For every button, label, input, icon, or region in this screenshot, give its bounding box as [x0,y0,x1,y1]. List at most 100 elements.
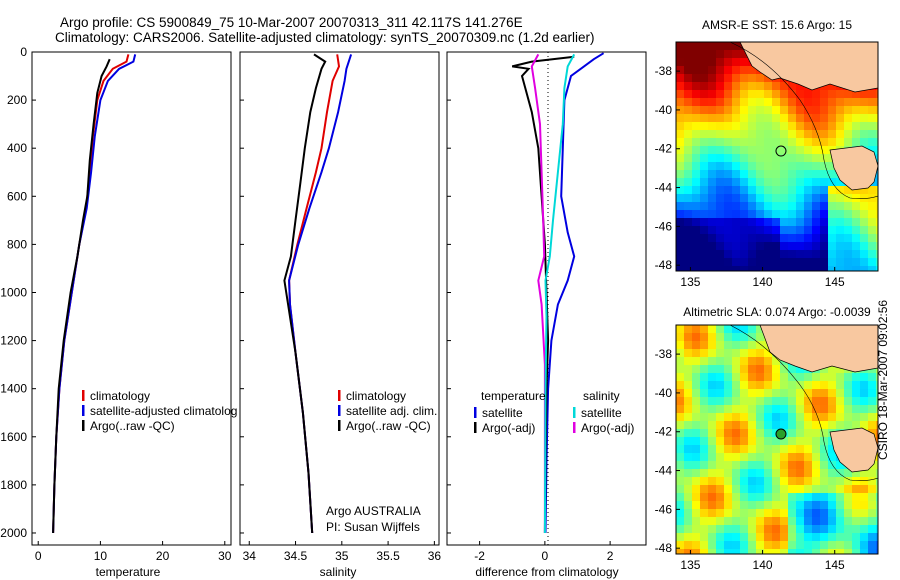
sla-cell [804,461,812,469]
sst-cell [764,234,772,242]
y-tick-label: 1600 [0,430,27,444]
sst-cell [724,154,732,162]
legend-swatch [474,407,477,418]
sst-cell [860,194,868,202]
sst-cell [852,234,860,242]
sst-cell [820,170,828,178]
sst-cell [676,170,684,178]
sst-cell [788,266,796,271]
sst-cell [804,170,812,178]
sla-cell [716,333,724,341]
sst-cell [796,226,804,234]
sla-cell [812,381,820,389]
sla-cell [820,373,828,381]
sst-cell [700,98,708,106]
sla-cell [740,365,748,373]
series-line-1 [511,55,575,534]
sla-cell [692,461,700,469]
sla-cell [724,485,732,493]
sst-cell [724,66,732,74]
sla-cell [772,477,780,485]
sst-cell [700,210,708,218]
sla-cell [732,453,740,461]
sla-cell [676,509,684,517]
map-y-tick-label: -48 [655,258,673,272]
sst-cell [836,98,844,106]
sla-cell [732,405,740,413]
sla-cell [812,533,820,541]
sla-cell [852,493,860,501]
sla-cell [772,413,780,421]
sst-cell [796,210,804,218]
sla-cell [708,357,716,365]
sst-cell [868,114,876,122]
sst-cell [748,106,756,114]
sla-cell [692,533,700,541]
sla-cell [812,429,820,437]
sla-cell [748,341,756,349]
sla-cell [708,445,716,453]
sla-cell [684,509,692,517]
sla-cell [756,445,764,453]
sla-cell [676,493,684,501]
sst-cell [692,50,700,58]
sst-cell [812,130,820,138]
sla-cell [764,437,772,445]
sla-cell [724,541,732,549]
sla-cell [796,533,804,541]
sla-cell [740,341,748,349]
sst-cell [796,146,804,154]
sla-cell [748,389,756,397]
sst-cell [748,194,756,202]
sst-cell [700,186,708,194]
sst-cell [852,114,860,122]
sst-cell [868,218,876,226]
sla-cell [844,517,852,525]
sla-cell [876,429,878,437]
sla-cell [796,541,804,549]
sst-cell [780,90,788,98]
sla-cell [756,485,764,493]
sst-cell [868,258,876,266]
sst-cell [756,258,764,266]
sla-cell [804,421,812,429]
sst-cell [740,90,748,98]
sst-cell [836,226,844,234]
sst-cell [676,50,684,58]
sst-cell [836,186,844,194]
sst-cell [716,202,724,210]
sla-cell [708,373,716,381]
sst-cell [716,194,724,202]
sla-cell [700,517,708,525]
sst-cell [836,210,844,218]
sst-cell [828,106,836,114]
sst-cell [876,258,878,266]
sst-cell [684,154,692,162]
sst-cell [716,66,724,74]
sla-cell [804,389,812,397]
sst-cell [772,122,780,130]
sst-cell [876,122,878,130]
sla-cell [764,501,772,509]
sst-cell [676,138,684,146]
sla-cell [876,533,878,541]
sla-cell [876,477,878,485]
sst-cell [788,186,796,194]
sst-cell [708,50,716,58]
sla-cell [804,533,812,541]
sla-cell [756,501,764,509]
sst-cell [780,170,788,178]
sla-cell [780,397,788,405]
sst-cell [804,202,812,210]
sla-cell [836,533,844,541]
legend-swatch [82,405,85,416]
sla-cell [756,341,764,349]
sst-cell [828,98,836,106]
sst-cell [692,162,700,170]
sla-cell [676,357,684,365]
sst-argo-location-marker [775,145,787,157]
sst-cell [796,218,804,226]
sla-cell [700,389,708,397]
sst-cell [748,154,756,162]
sst-cell [812,114,820,122]
